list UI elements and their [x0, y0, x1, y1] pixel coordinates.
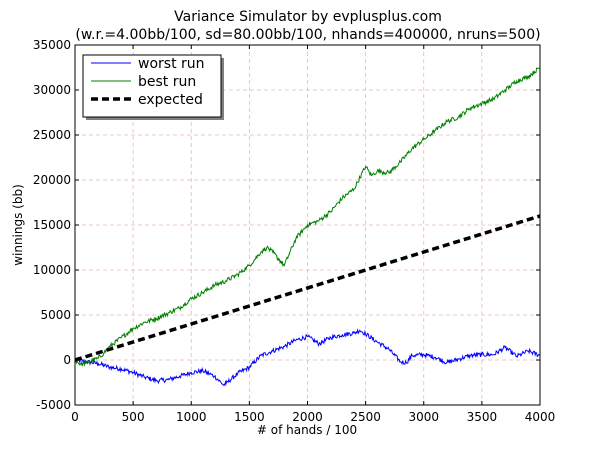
y-tick-label: 5000	[40, 308, 71, 322]
y-tick-label: -5000	[36, 398, 71, 412]
legend-box	[82, 54, 222, 118]
x-tick-label: 3000	[408, 410, 439, 424]
legend: worst run best run expected	[82, 54, 224, 120]
x-tick-label: 2000	[292, 410, 323, 424]
y-axis-label: winnings (bb)	[11, 184, 25, 266]
legend-label-expected: expected	[138, 92, 203, 108]
legend-label-worst-run: worst run	[138, 56, 205, 72]
y-tick-label: 35000	[33, 38, 71, 52]
x-tick-label: 1000	[176, 410, 207, 424]
y-tick-label: 15000	[33, 218, 71, 232]
y-tick-label: 10000	[33, 263, 71, 277]
x-tick-label: 500	[122, 410, 145, 424]
x-tick-label: 4000	[525, 410, 556, 424]
series-lines	[75, 67, 540, 387]
chart-title: Variance Simulator by evplusplus.com	[174, 9, 442, 25]
series-line-best-run	[75, 67, 540, 368]
x-tick-label: 2500	[350, 410, 381, 424]
y-tick-label: 20000	[33, 173, 71, 187]
series-line-worst-run	[75, 328, 540, 387]
chart-subtitle: (w.r.=4.00bb/100, sd=80.00bb/100, nhands…	[75, 27, 540, 43]
axis-ticks: 0 500 1000 1500 2000 2500 3000 3500 4000-5000050…	[33, 38, 555, 424]
x-tick-label: 1500	[234, 410, 265, 424]
x-axis-label: # of hands / 100	[257, 423, 357, 437]
x-tick-label: 3500	[467, 410, 498, 424]
legend-label-best-run: best run	[138, 74, 196, 90]
y-tick-label: 0	[63, 353, 71, 367]
series-line-expected	[75, 214, 540, 362]
y-tick-label: 30000	[33, 83, 71, 97]
x-tick-label: 0	[71, 410, 79, 424]
y-tick-label: 25000	[33, 128, 71, 142]
